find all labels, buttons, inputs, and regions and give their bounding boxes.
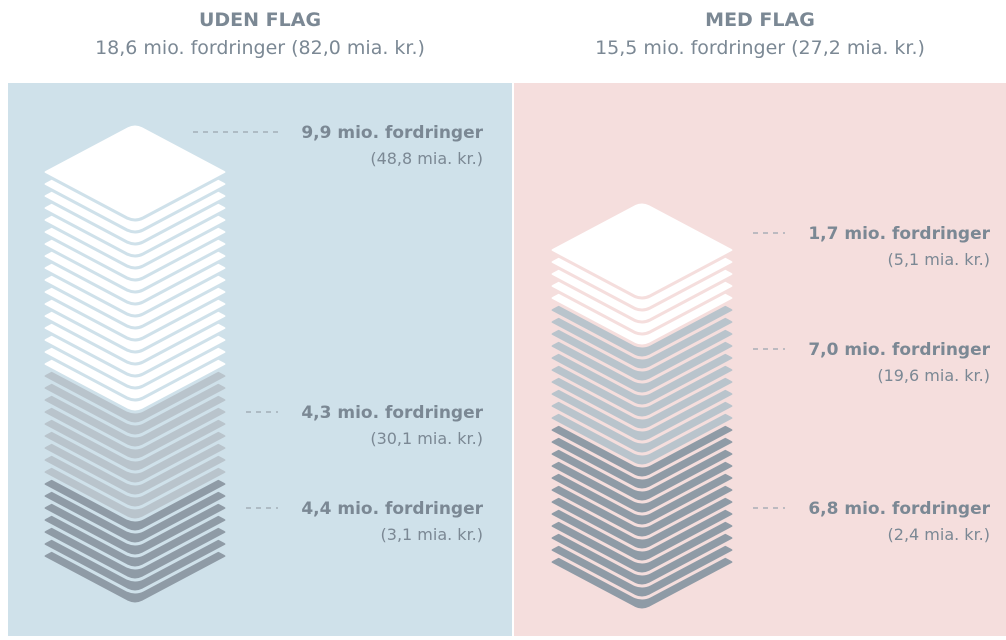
segment-label: 1,7 mio. fordringer <box>808 224 990 244</box>
segment-amount: (19,6 mia. kr.) <box>877 366 990 385</box>
segment-amount: (3,1 mia. kr.) <box>381 525 483 544</box>
segment-label: 4,3 mio. fordringer <box>301 403 483 423</box>
panel-subtitle: 18,6 mio. fordringer (82,0 mia. kr.) <box>95 37 425 59</box>
stacks <box>41 122 736 612</box>
panel-title: MED FLAG <box>705 9 815 31</box>
segment-amount: (48,8 mia. kr.) <box>370 149 483 168</box>
plate <box>548 200 736 300</box>
panel-subtitle: 15,5 mio. fordringer (27,2 mia. kr.) <box>595 37 925 59</box>
segment-label: 4,4 mio. fordringer <box>301 499 483 519</box>
segment-amount: (30,1 mia. kr.) <box>370 429 483 448</box>
plate <box>41 122 229 222</box>
segment-label: 9,9 mio. fordringer <box>301 123 483 143</box>
segment-amount: (2,4 mia. kr.) <box>888 525 990 544</box>
panel-title: UDEN FLAG <box>199 9 321 31</box>
segment-label: 6,8 mio. fordringer <box>808 499 990 519</box>
segment-amount: (5,1 mia. kr.) <box>888 250 990 269</box>
segment-label: 7,0 mio. fordringer <box>808 340 990 360</box>
